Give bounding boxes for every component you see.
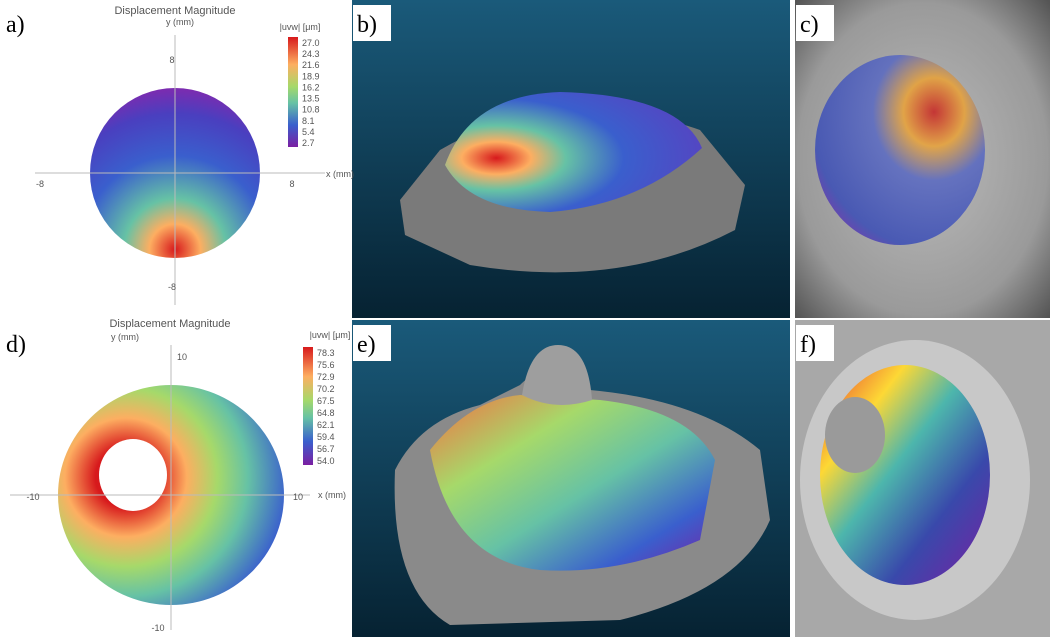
label-box [353, 325, 391, 361]
render-e [352, 320, 790, 637]
colorbar-tick-label: 62.1 [317, 420, 335, 430]
colorbar-tick-label: 67.5 [317, 396, 335, 406]
colorbar-tick-label: 27.0 [302, 38, 320, 48]
colorbar-title: |uvw| [μm] [310, 330, 351, 340]
y-tick-label: 10 [177, 352, 187, 362]
hole [99, 439, 167, 511]
y-tick-label: -8 [168, 282, 176, 292]
panel-label: b) [357, 12, 377, 38]
colorbar-tick-label: 10.8 [302, 105, 320, 115]
x-axis-label: x (mm) [318, 490, 346, 500]
panel-label: a) [6, 12, 25, 38]
render-b [352, 0, 790, 318]
plot-title: Displacement Magnitude [109, 318, 230, 330]
y-tick-label: 8 [169, 55, 174, 65]
panel-label: e) [357, 332, 376, 358]
y-axis-label: y (mm) [111, 332, 139, 342]
colorbar-tick-label: 72.9 [317, 372, 335, 382]
colorbar-tick-label: 75.6 [317, 360, 335, 370]
colorbar-tick-label: 56.7 [317, 444, 335, 454]
colorbar-tick-label: 8.1 [302, 116, 315, 126]
y-tick-label: -10 [151, 623, 164, 633]
x-tick-label: 8 [289, 179, 294, 189]
x-tick-label: -8 [36, 179, 44, 189]
colorbar-tick-label: 64.8 [317, 408, 335, 418]
panel-label: c) [800, 12, 819, 38]
photo-f [795, 320, 1050, 637]
plot-title: Displacement Magnitude [114, 5, 235, 17]
colorbar-tick-label: 70.2 [317, 384, 335, 394]
colorbar [288, 37, 298, 147]
x-tick-label: -10 [26, 492, 39, 502]
displacement-plot: Displacement Magnitude y (mm) x (mm) -10 10 1… [10, 318, 350, 633]
x-tick-label: 10 [293, 492, 303, 502]
colorbar-title: |uvw| [μm] [280, 22, 321, 32]
label-box [796, 325, 834, 361]
colorbar-tick-label: 78.3 [317, 348, 335, 358]
colorbar-tick-label: 16.2 [302, 82, 320, 92]
colorbar-tick-label: 59.4 [317, 432, 335, 442]
colorbar-tick-label: 5.4 [302, 127, 315, 137]
x-axis-label: x (mm) [326, 169, 354, 179]
y-axis-label: y (mm) [166, 17, 194, 27]
colorbar-tick-label: 18.9 [302, 71, 320, 81]
colorbar-tick-label: 2.7 [302, 138, 315, 148]
label-box [796, 5, 834, 41]
colorbar-tick-label: 24.3 [302, 49, 320, 59]
panel-label: d) [6, 332, 26, 358]
photo-c [795, 0, 1050, 318]
label-box [353, 5, 391, 41]
colorbar-tick-label: 13.5 [302, 94, 320, 104]
colorbar [303, 347, 313, 465]
colorbar-tick-label: 21.6 [302, 60, 320, 70]
colorbar-tick-label: 54.0 [317, 456, 335, 466]
panel-label: f) [800, 332, 816, 358]
